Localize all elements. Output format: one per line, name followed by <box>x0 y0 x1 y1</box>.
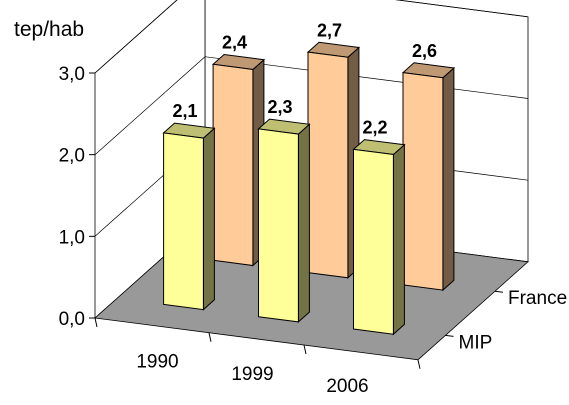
gridline <box>94 0 529 74</box>
bar-side <box>297 123 310 324</box>
x-tick-label: 1999 <box>231 364 273 385</box>
data-label: 2,3 <box>268 97 293 117</box>
bar-front <box>353 148 394 335</box>
x-tick-mark <box>303 344 307 355</box>
bar-france <box>401 62 456 292</box>
france-series <box>211 41 456 292</box>
x-tick-mark <box>94 317 98 328</box>
bar-front <box>258 128 299 323</box>
data-label: 2,2 <box>363 118 388 138</box>
y-tick-label: 0,0 <box>59 309 85 330</box>
x-tick-label: 1990 <box>136 352 178 373</box>
bar-france <box>306 41 361 279</box>
bar-mip <box>257 118 311 324</box>
depth-tick-mark <box>494 290 504 293</box>
data-label: 2,7 <box>317 20 342 40</box>
bar-front <box>212 63 254 267</box>
bar-front <box>402 72 444 291</box>
x-tick-mark <box>417 359 421 369</box>
bar-france <box>211 53 266 267</box>
bar-side <box>392 143 405 336</box>
x-tick-label: 2006 <box>326 376 368 397</box>
y-tick-label: 3,0 <box>59 64 85 85</box>
bar-side <box>442 66 455 292</box>
data-label: 2,6 <box>412 41 437 61</box>
bar-side <box>202 127 215 311</box>
bar-mip <box>162 122 216 311</box>
x-tick-mark <box>208 332 212 342</box>
labels: 0,0 1,0 2,0 3,0 tep/hab 2,4 2,7 2,6 2,1 2,3 2,2 199… <box>14 18 567 397</box>
series-label: MIP <box>459 332 493 353</box>
data-label: 2,4 <box>222 33 247 53</box>
bar-mip <box>352 139 406 336</box>
y-tick-label: 2,0 <box>59 146 85 167</box>
y-axis-title: tep/hab <box>14 18 84 41</box>
series-label: France <box>508 288 567 309</box>
data-label: 2,1 <box>173 101 198 121</box>
mip-series <box>162 118 406 336</box>
bar-front <box>163 132 204 311</box>
y-tick-label: 1,0 <box>59 227 85 248</box>
depth-tick-mark <box>445 334 454 337</box>
bar-front <box>307 51 349 279</box>
